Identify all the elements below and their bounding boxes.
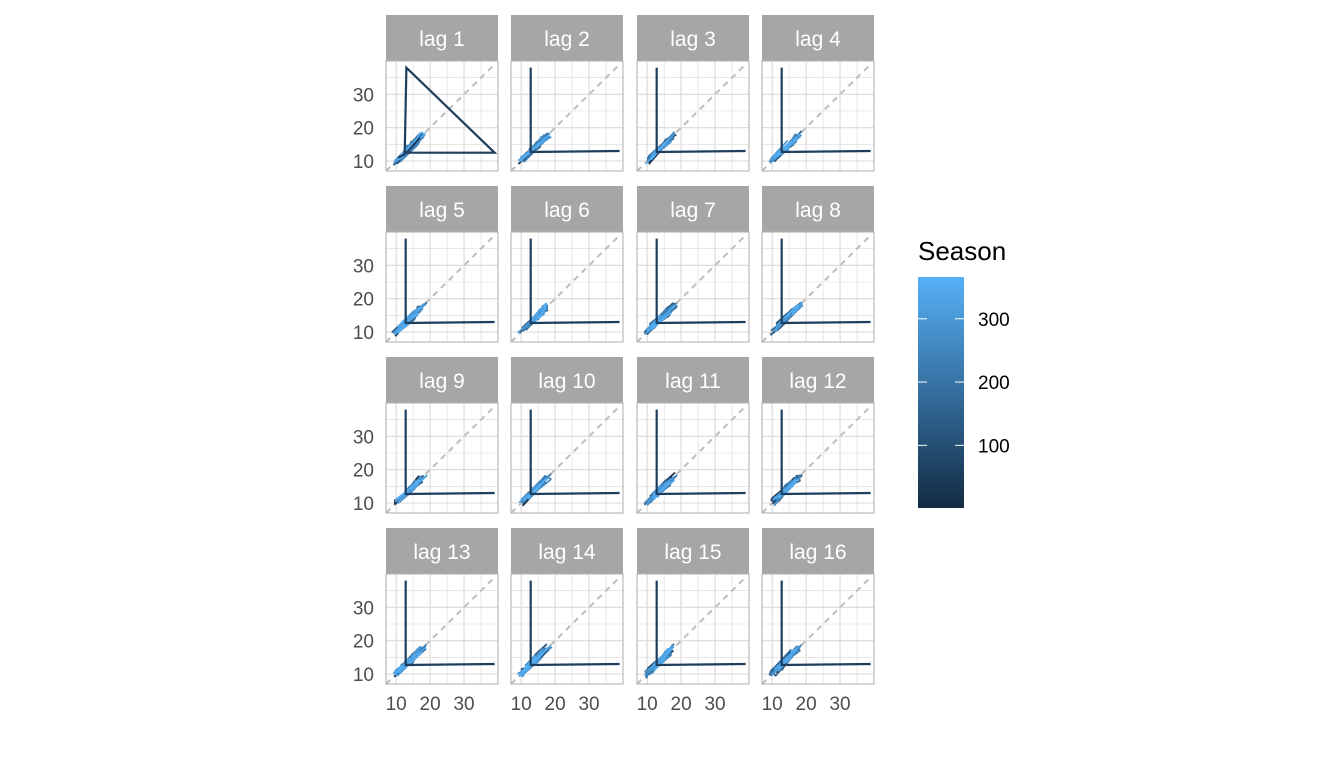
facet-panel: lag 16 bbox=[762, 528, 874, 684]
legend-tick-label: 200 bbox=[978, 373, 1010, 394]
facet-panel: lag 1 bbox=[386, 15, 498, 171]
x-tick-label: 30 bbox=[829, 694, 850, 715]
facet-strip-label: lag 3 bbox=[670, 28, 716, 51]
lag-trace-segment bbox=[393, 164, 395, 165]
facet-strip-label: lag 1 bbox=[419, 28, 465, 51]
lag-trace-segment bbox=[667, 482, 669, 483]
y-tick-label: 10 bbox=[353, 665, 374, 686]
facet-panel: lag 11 bbox=[637, 357, 749, 513]
y-tick-label: 30 bbox=[353, 598, 374, 619]
facet-panel: lag 4 bbox=[762, 15, 874, 171]
lag-trace-outlier-horizontal bbox=[405, 493, 495, 494]
y-tick-label: 20 bbox=[353, 632, 374, 653]
lag-trace-segment bbox=[771, 673, 772, 676]
facet-panel: lag 12 bbox=[762, 357, 874, 513]
season-legend: Season 100 200 300 bbox=[918, 236, 1010, 508]
lag-trace-segment bbox=[646, 674, 647, 678]
facet-panel: lag 7 bbox=[637, 186, 749, 342]
x-tick-label: 10 bbox=[762, 694, 783, 715]
x-tick-label: 20 bbox=[796, 694, 817, 715]
x-tick-label: 10 bbox=[511, 694, 532, 715]
lag-trace-outlier-horizontal bbox=[405, 664, 495, 665]
y-tick-label: 30 bbox=[353, 427, 374, 448]
facet-panel: lag 10 bbox=[511, 357, 623, 513]
y-tick-label: 20 bbox=[353, 119, 374, 140]
lag-trace-outlier-horizontal bbox=[781, 664, 871, 665]
lag-trace-outlier-horizontal bbox=[781, 493, 871, 494]
legend-tick-label: 100 bbox=[978, 436, 1010, 457]
facet-panel: lag 3 bbox=[637, 15, 749, 171]
facet-panel: lag 5 bbox=[386, 186, 498, 342]
facet-panel: lag 13 bbox=[386, 528, 498, 684]
facet-strip-label: lag 9 bbox=[419, 370, 465, 393]
lag-trace-segment bbox=[393, 673, 394, 674]
lag-trace-outlier-horizontal bbox=[656, 664, 746, 665]
facet-strip-label: lag 7 bbox=[670, 199, 716, 222]
facet-panels: lag 1 lag 2 lag 3 lag 4 lag 5 lag 6 lag 7 lag 8… bbox=[386, 15, 874, 684]
y-tick-label: 30 bbox=[353, 256, 374, 277]
facet-panel: lag 2 bbox=[511, 15, 623, 171]
lag-trace-outlier-horizontal bbox=[656, 493, 746, 494]
facet-strip-label: lag 2 bbox=[544, 28, 590, 51]
lag-trace-outlier-horizontal bbox=[530, 151, 620, 152]
lag-trace-outlier-horizontal bbox=[405, 322, 495, 323]
y-tick-label: 30 bbox=[353, 85, 374, 106]
y-tick-label: 20 bbox=[353, 290, 374, 311]
lag-trace-outlier-horizontal bbox=[656, 151, 746, 152]
x-tick-label: 20 bbox=[671, 694, 692, 715]
x-tick-label: 10 bbox=[386, 694, 407, 715]
facet-strip-label: lag 4 bbox=[795, 28, 841, 51]
y-tick-label: 10 bbox=[353, 152, 374, 173]
facet-strip-label: lag 6 bbox=[544, 199, 590, 222]
x-tick-label: 20 bbox=[545, 694, 566, 715]
y-tick-label: 10 bbox=[353, 494, 374, 515]
facet-strip-label: lag 5 bbox=[419, 199, 465, 222]
x-tick-label: 30 bbox=[704, 694, 725, 715]
x-tick-label: 30 bbox=[453, 694, 474, 715]
legend-colorbar bbox=[918, 277, 964, 508]
y-tick-label: 20 bbox=[353, 461, 374, 482]
lag-trace-outlier-horizontal bbox=[530, 664, 620, 665]
facet-strip-label: lag 11 bbox=[665, 370, 721, 393]
facet-strip-label: lag 8 bbox=[795, 199, 841, 222]
x-tick-label: 30 bbox=[578, 694, 599, 715]
facet-strip-label: lag 12 bbox=[789, 370, 846, 393]
lag-trace-outlier-horizontal bbox=[656, 322, 746, 323]
lag-trace-outlier-horizontal bbox=[530, 322, 620, 323]
facet-panel: lag 9 bbox=[386, 357, 498, 513]
x-tick-label: 20 bbox=[420, 694, 441, 715]
facet-strip-label: lag 16 bbox=[789, 541, 846, 564]
facet-panel: lag 6 bbox=[511, 186, 623, 342]
facet-panel: lag 14 bbox=[511, 528, 623, 684]
facet-strip-label: lag 10 bbox=[538, 370, 595, 393]
facet-strip-label: lag 15 bbox=[664, 541, 721, 564]
lag-trace-outlier-horizontal bbox=[781, 322, 871, 323]
lag-trace-outlier-horizontal bbox=[781, 151, 871, 152]
legend-tick-label: 300 bbox=[978, 310, 1010, 331]
lag-trace-outlier-horizontal bbox=[530, 493, 620, 494]
x-tick-label: 10 bbox=[637, 694, 658, 715]
y-tick-label: 10 bbox=[353, 323, 374, 344]
facet-panel: lag 15 bbox=[637, 528, 749, 684]
lag-trace-segment bbox=[395, 499, 397, 500]
legend-title: Season bbox=[918, 236, 1006, 266]
facet-panel: lag 8 bbox=[762, 186, 874, 342]
facet-strip-label: lag 14 bbox=[538, 541, 596, 564]
facet-strip-label: lag 13 bbox=[413, 541, 470, 564]
